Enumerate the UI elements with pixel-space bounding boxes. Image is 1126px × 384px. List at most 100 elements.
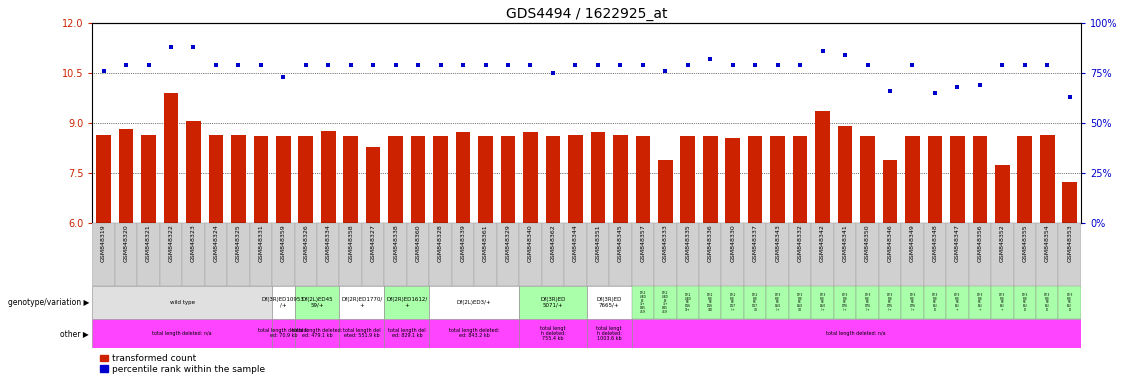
Bar xyxy=(613,134,627,223)
Point xyxy=(566,62,584,68)
Point xyxy=(1016,62,1034,68)
Bar xyxy=(340,319,384,348)
Text: total length deleted:
ed: 70.9 kb: total length deleted: ed: 70.9 kb xyxy=(258,328,309,338)
Bar xyxy=(118,129,133,223)
Bar xyxy=(587,286,632,319)
Text: GSM848359: GSM848359 xyxy=(280,225,286,262)
Text: GSM848361: GSM848361 xyxy=(483,225,488,262)
Bar xyxy=(635,136,650,223)
Bar xyxy=(928,136,942,223)
Point xyxy=(140,62,158,68)
Bar xyxy=(1018,136,1033,223)
Point xyxy=(386,62,404,68)
Bar xyxy=(227,223,250,286)
Text: Df(3
R)E
RE
D50
/D: Df(3 R)E RE D50 /D xyxy=(797,293,803,312)
Text: Df(3
R)E
RE
D76
/+: Df(3 R)E RE D76 /+ xyxy=(910,293,915,312)
Point xyxy=(476,62,494,68)
Text: wild type: wild type xyxy=(170,300,195,305)
Bar xyxy=(96,134,110,223)
Bar xyxy=(182,223,205,286)
Bar xyxy=(411,136,426,223)
Point xyxy=(454,62,472,68)
Text: GSM848345: GSM848345 xyxy=(618,225,623,262)
Point xyxy=(341,62,359,68)
Text: GSM848352: GSM848352 xyxy=(1000,225,1004,262)
Bar xyxy=(677,286,699,319)
Text: Df(3R)ED10953
/+: Df(3R)ED10953 /+ xyxy=(262,297,305,308)
Point xyxy=(230,62,248,68)
Bar xyxy=(905,136,920,223)
Point xyxy=(1061,94,1079,100)
Bar xyxy=(1058,286,1081,319)
Bar xyxy=(789,223,812,286)
Point xyxy=(724,62,742,68)
Text: other ▶: other ▶ xyxy=(60,329,89,338)
Bar xyxy=(92,286,272,319)
Bar xyxy=(253,136,268,223)
Point xyxy=(364,62,382,68)
Bar xyxy=(767,223,789,286)
Bar xyxy=(295,319,340,348)
Text: GSM848328: GSM848328 xyxy=(438,225,444,262)
Text: GSM848350: GSM848350 xyxy=(865,225,870,262)
Text: GSM848325: GSM848325 xyxy=(235,225,241,262)
Text: Df(3
R)E
RE
B5/
+: Df(3 R)E RE B5/ + xyxy=(976,293,983,312)
Text: GSM848356: GSM848356 xyxy=(977,225,982,262)
Point xyxy=(971,82,989,88)
Point xyxy=(881,88,899,94)
Text: Df(3
R)E
RE
B5/
D: Df(3 R)E RE B5/ D xyxy=(1044,293,1051,312)
Text: GSM848351: GSM848351 xyxy=(596,225,600,262)
Bar xyxy=(456,132,471,223)
Text: total length del
ed: 829.1 kb: total length del ed: 829.1 kb xyxy=(388,328,426,338)
Bar xyxy=(250,223,272,286)
Bar xyxy=(878,286,901,319)
Text: total length deleted:
ed: 843.2 kb: total length deleted: ed: 843.2 kb xyxy=(449,328,500,338)
Bar xyxy=(815,111,830,223)
Text: GSM848327: GSM848327 xyxy=(370,225,376,263)
Bar xyxy=(654,286,677,319)
Point xyxy=(162,44,180,50)
Bar xyxy=(609,223,632,286)
Text: GSM848339: GSM848339 xyxy=(461,225,465,263)
Text: GSM848349: GSM848349 xyxy=(910,225,915,263)
Text: GSM848346: GSM848346 xyxy=(887,225,893,262)
Bar xyxy=(384,286,429,319)
Bar xyxy=(856,286,878,319)
Text: Df(3
R)E
RE
D76
/+: Df(3 R)E RE D76 /+ xyxy=(887,293,893,312)
Bar xyxy=(452,223,474,286)
Bar xyxy=(208,134,223,223)
Text: total length deleted: n/a: total length deleted: n/a xyxy=(826,331,886,336)
Point xyxy=(207,62,225,68)
Bar xyxy=(725,138,740,223)
Text: GSM848342: GSM848342 xyxy=(820,225,825,263)
Bar xyxy=(501,136,516,223)
Point xyxy=(835,52,854,58)
Bar xyxy=(632,286,654,319)
Bar xyxy=(770,136,785,223)
Bar xyxy=(519,223,542,286)
Text: GSM848321: GSM848321 xyxy=(146,225,151,262)
Text: GSM848354: GSM848354 xyxy=(1045,225,1049,262)
Bar xyxy=(141,134,155,223)
Text: Df(3
R)E
RE
D50
/+: Df(3 R)E RE D50 /+ xyxy=(820,293,825,312)
Point xyxy=(656,68,674,74)
Point xyxy=(544,70,562,76)
Bar xyxy=(542,223,564,286)
Bar xyxy=(92,319,272,348)
Bar xyxy=(276,136,291,223)
Bar xyxy=(767,286,789,319)
Bar xyxy=(1063,182,1078,223)
Point xyxy=(634,62,652,68)
Bar xyxy=(950,136,965,223)
Text: Df(3
R)E
RE
B5/
D: Df(3 R)E RE B5/ D xyxy=(1066,293,1073,312)
Text: Df(3
R)E
RE
B5/
D: Df(3 R)E RE B5/ D xyxy=(1021,293,1028,312)
Point xyxy=(185,44,203,50)
Point xyxy=(297,62,315,68)
Text: GSM848355: GSM848355 xyxy=(1022,225,1027,262)
Text: GSM848353: GSM848353 xyxy=(1067,225,1072,262)
Text: Df(2R)ED1612/
+: Df(2R)ED1612/ + xyxy=(386,297,428,308)
Point xyxy=(858,62,876,68)
Bar xyxy=(384,223,406,286)
Point xyxy=(589,62,607,68)
Point xyxy=(993,62,1011,68)
